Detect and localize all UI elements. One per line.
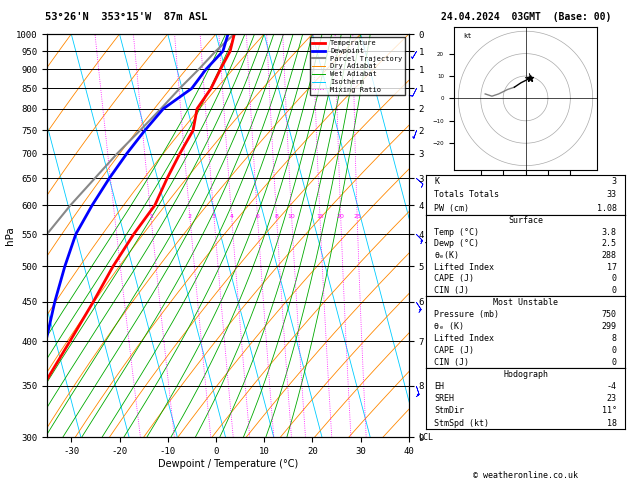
Text: 3: 3 xyxy=(212,214,216,219)
X-axis label: Dewpoint / Temperature (°C): Dewpoint / Temperature (°C) xyxy=(158,459,298,469)
Text: 10: 10 xyxy=(287,214,296,219)
Text: 750: 750 xyxy=(602,310,616,319)
Text: 8: 8 xyxy=(611,334,616,343)
Text: 23: 23 xyxy=(607,394,616,403)
Text: θₑ(K): θₑ(K) xyxy=(435,251,459,260)
Text: 2: 2 xyxy=(188,214,192,219)
Text: 24.04.2024  03GMT  (Base: 00): 24.04.2024 03GMT (Base: 00) xyxy=(441,12,611,22)
Text: kt: kt xyxy=(463,33,471,39)
Y-axis label: km
ASL: km ASL xyxy=(425,226,447,245)
Text: Lifted Index: Lifted Index xyxy=(435,334,494,343)
Text: EH: EH xyxy=(435,382,444,391)
Text: Hodograph: Hodograph xyxy=(503,370,548,379)
Y-axis label: hPa: hPa xyxy=(4,226,14,245)
Text: LCL: LCL xyxy=(418,433,433,442)
Text: 0: 0 xyxy=(611,275,616,283)
Text: 8: 8 xyxy=(274,214,279,219)
Text: PW (cm): PW (cm) xyxy=(435,204,469,213)
Text: 1.08: 1.08 xyxy=(597,204,616,213)
Text: 0: 0 xyxy=(611,346,616,355)
Text: 33: 33 xyxy=(607,191,616,199)
Text: 20: 20 xyxy=(337,214,345,219)
Text: Surface: Surface xyxy=(508,216,543,225)
Text: Lifted Index: Lifted Index xyxy=(435,263,494,272)
Text: CIN (J): CIN (J) xyxy=(435,358,469,367)
Text: 11°: 11° xyxy=(602,406,616,416)
Text: StmSpd (kt): StmSpd (kt) xyxy=(435,418,489,428)
Text: 17: 17 xyxy=(607,263,616,272)
Text: 18: 18 xyxy=(607,418,616,428)
Text: 1: 1 xyxy=(149,214,153,219)
Text: 25: 25 xyxy=(353,214,361,219)
Text: 0: 0 xyxy=(611,286,616,295)
Text: CAPE (J): CAPE (J) xyxy=(435,275,474,283)
Text: CIN (J): CIN (J) xyxy=(435,286,469,295)
Text: Dewp (°C): Dewp (°C) xyxy=(435,240,479,248)
Text: 0: 0 xyxy=(611,358,616,367)
Text: CAPE (J): CAPE (J) xyxy=(435,346,474,355)
Text: Pressure (mb): Pressure (mb) xyxy=(435,310,499,319)
Text: 288: 288 xyxy=(602,251,616,260)
Legend: Temperature, Dewpoint, Parcel Trajectory, Dry Adiabat, Wet Adiabat, Isotherm, Mi: Temperature, Dewpoint, Parcel Trajectory… xyxy=(309,37,405,95)
Text: 2.5: 2.5 xyxy=(602,240,616,248)
Text: SREH: SREH xyxy=(435,394,454,403)
Text: Most Unstable: Most Unstable xyxy=(493,298,558,307)
Text: θₑ (K): θₑ (K) xyxy=(435,322,464,331)
Text: 53°26'N  353°15'W  87m ASL: 53°26'N 353°15'W 87m ASL xyxy=(45,12,207,22)
Text: Mixing Ratio (g/kg): Mixing Ratio (g/kg) xyxy=(466,199,475,272)
Text: -4: -4 xyxy=(607,382,616,391)
Text: 3: 3 xyxy=(611,177,616,186)
Text: 4: 4 xyxy=(230,214,233,219)
Text: 299: 299 xyxy=(602,322,616,331)
Text: StmDir: StmDir xyxy=(435,406,464,416)
Text: © weatheronline.co.uk: © weatheronline.co.uk xyxy=(474,471,578,480)
Text: 15: 15 xyxy=(316,214,324,219)
Text: Temp (°C): Temp (°C) xyxy=(435,228,479,237)
Text: 3.8: 3.8 xyxy=(602,228,616,237)
Text: 6: 6 xyxy=(255,214,259,219)
Text: K: K xyxy=(435,177,440,186)
Text: Totals Totals: Totals Totals xyxy=(435,191,499,199)
